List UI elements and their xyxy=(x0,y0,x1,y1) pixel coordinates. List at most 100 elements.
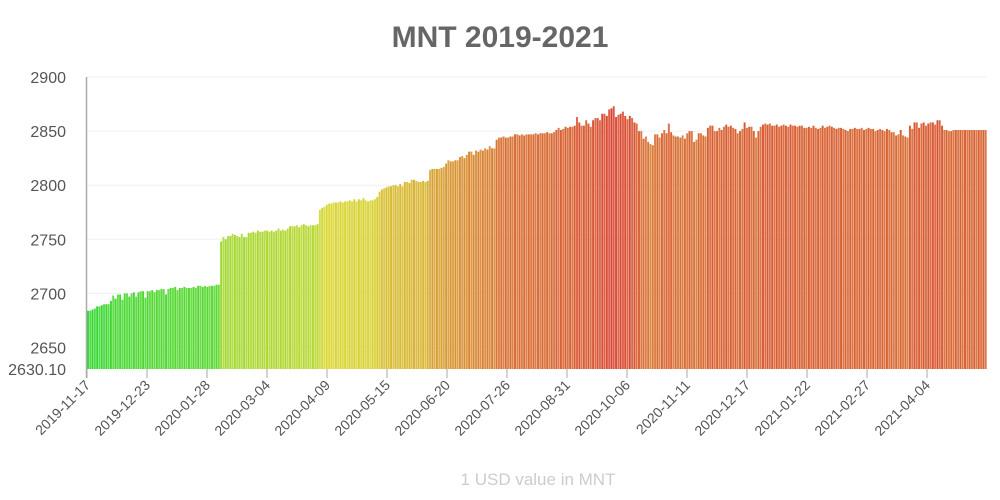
bar xyxy=(302,224,305,369)
bar xyxy=(346,201,349,369)
bar xyxy=(206,286,209,369)
bar xyxy=(663,130,666,369)
bar xyxy=(378,191,381,369)
bar xyxy=(640,131,643,369)
bar xyxy=(741,128,744,369)
bar xyxy=(596,118,599,369)
bar xyxy=(463,158,466,369)
bar xyxy=(555,130,558,369)
bar xyxy=(410,179,413,369)
x-tick-label: 2021-01-22 xyxy=(751,377,813,439)
bar xyxy=(479,149,482,369)
bar xyxy=(541,133,544,369)
bar xyxy=(344,201,347,369)
bar xyxy=(798,125,801,370)
bar xyxy=(899,130,902,369)
bar xyxy=(116,294,119,369)
bar xyxy=(782,124,785,369)
bar xyxy=(171,287,174,369)
bar xyxy=(557,127,560,369)
bar xyxy=(890,132,893,369)
bar xyxy=(748,126,751,370)
bar xyxy=(192,286,195,369)
bar xyxy=(686,133,689,369)
bar xyxy=(266,230,269,369)
bar xyxy=(93,308,96,369)
bar xyxy=(119,294,122,369)
bar xyxy=(821,125,824,370)
bar xyxy=(888,130,891,369)
bar xyxy=(794,125,797,370)
bar xyxy=(309,225,312,369)
bar xyxy=(759,126,762,370)
y-tick-label: 2750 xyxy=(30,232,66,249)
bar xyxy=(337,202,340,369)
bar xyxy=(690,131,693,369)
bar xyxy=(208,285,211,369)
bar xyxy=(272,231,275,369)
bar xyxy=(922,122,925,369)
bar xyxy=(392,185,395,369)
bar xyxy=(458,157,461,369)
bar xyxy=(938,120,941,369)
bar xyxy=(642,138,645,369)
bar xyxy=(201,286,204,369)
bar xyxy=(911,128,914,369)
bar xyxy=(789,124,792,369)
bar xyxy=(472,154,475,369)
x-tick-label: 2021-04-04 xyxy=(871,377,933,439)
bar xyxy=(546,132,549,369)
bar xyxy=(222,237,225,369)
bar xyxy=(984,130,987,369)
x-tick-label: 2020-03-04 xyxy=(211,377,273,439)
bar xyxy=(91,309,94,369)
bar xyxy=(293,226,296,369)
bar xyxy=(325,204,328,369)
bar xyxy=(98,306,101,369)
bar xyxy=(656,134,659,369)
bar xyxy=(357,199,360,369)
bar xyxy=(507,137,510,369)
bar xyxy=(750,126,753,370)
bar xyxy=(879,128,882,369)
bar xyxy=(918,127,921,369)
bar xyxy=(833,127,836,369)
bar xyxy=(243,237,246,369)
bar xyxy=(594,118,597,369)
bar xyxy=(431,168,434,369)
bar xyxy=(174,286,177,369)
bar xyxy=(364,200,367,369)
x-tick-label: 2020-06-20 xyxy=(391,377,453,439)
bar xyxy=(525,134,528,369)
bar xyxy=(667,123,670,370)
bar xyxy=(289,226,291,369)
bar xyxy=(844,130,847,369)
bar xyxy=(470,151,473,369)
bar xyxy=(869,128,872,369)
bar xyxy=(858,128,861,369)
bar xyxy=(275,230,278,369)
bar xyxy=(876,130,879,369)
bar xyxy=(592,120,595,369)
bar xyxy=(339,201,342,369)
bar xyxy=(709,125,712,370)
bar xyxy=(424,181,427,369)
bar xyxy=(509,136,512,369)
bar xyxy=(842,128,845,369)
bar xyxy=(660,133,663,369)
bar xyxy=(406,181,409,369)
bar xyxy=(773,125,776,370)
bar xyxy=(576,117,578,369)
bar xyxy=(87,310,89,369)
bar xyxy=(860,127,863,369)
bar xyxy=(240,233,243,369)
bar xyxy=(654,134,657,369)
bar xyxy=(644,136,647,369)
bar xyxy=(144,297,147,369)
bar xyxy=(307,226,310,369)
x-tick-label: 2020-04-09 xyxy=(271,377,333,439)
bar xyxy=(369,200,372,369)
bar xyxy=(527,134,530,369)
bar xyxy=(713,131,716,369)
